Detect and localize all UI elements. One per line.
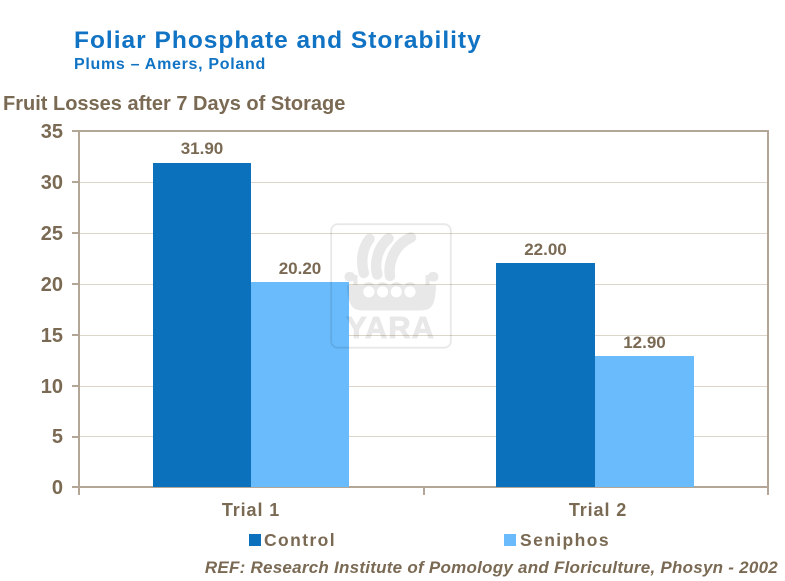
svg-text:YARA: YARA (346, 310, 435, 345)
